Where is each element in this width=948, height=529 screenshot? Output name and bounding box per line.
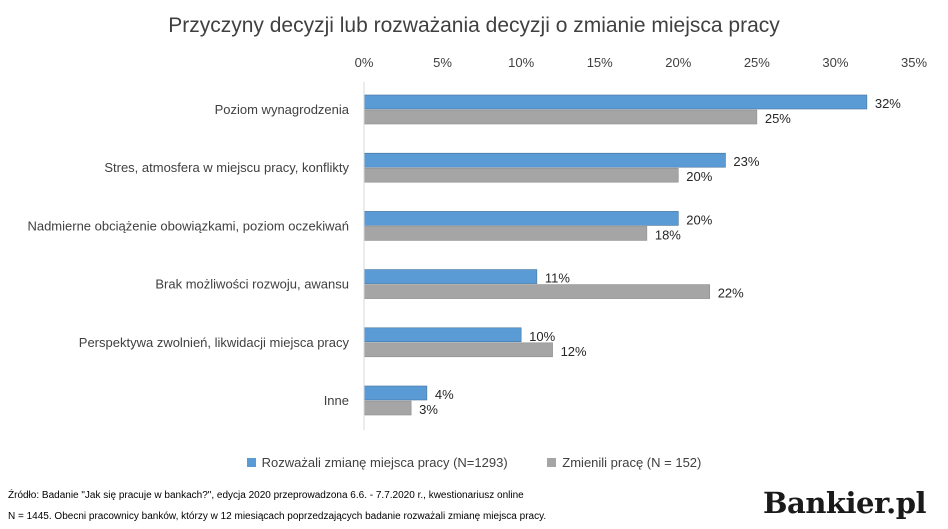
x-tick-label: 10% — [508, 55, 534, 70]
x-tick-label: 30% — [822, 55, 848, 70]
category-labels: Poziom wynagrodzenia Stres, atmosfera w m… — [27, 102, 349, 408]
category-label: Inne — [324, 393, 349, 408]
bar-considered — [363, 94, 868, 110]
data-label-changed: 12% — [561, 344, 587, 359]
bars — [363, 94, 868, 416]
data-label-considered: 32% — [875, 96, 901, 111]
bar-considered — [363, 152, 726, 168]
bar-considered — [363, 385, 428, 401]
source-note: Źródło: Badanie "Jak się pracuje w banka… — [8, 490, 524, 501]
x-tick-label: 0% — [355, 55, 374, 70]
legend-swatch-changed — [547, 458, 557, 467]
data-label-changed: 3% — [419, 402, 438, 417]
x-tick-label: 5% — [433, 55, 452, 70]
data-label-changed: 18% — [655, 227, 681, 242]
bar-changed — [363, 284, 711, 299]
legend-item-changed: Zmienili pracę (N = 152) — [547, 455, 701, 470]
bar-changed — [363, 167, 679, 183]
bar-changed — [363, 342, 553, 358]
category-label: Poziom wynagrodzenia — [215, 102, 350, 117]
data-label-considered: 20% — [686, 212, 712, 227]
category-label: Stres, atmosfera w miejscu pracy, konfli… — [104, 160, 349, 175]
sample-note: N = 1445. Obecni pracownicy banków, któr… — [8, 511, 547, 522]
bar-changed — [363, 400, 412, 416]
legend-item-considered: Rozważali zmianę miejsca pracy (N=1293) — [246, 455, 508, 470]
data-label-considered: 23% — [733, 154, 759, 169]
category-label: Nadmierne obciążenie obowiązkami, poziom… — [27, 218, 349, 233]
legend-label-changed: Zmienili pracę (N = 152) — [562, 455, 702, 470]
data-label-changed: 22% — [718, 286, 744, 301]
x-tick-label: 20% — [665, 55, 691, 70]
x-axis-ticks: 0% 5% 10% 15% 20% 25% 30% 35% — [355, 55, 928, 70]
data-labels: 32% 25% 23% 20% 20% 18% 11% 22% 10% 12% 4%3% — [419, 96, 901, 417]
data-label-considered: 4% — [435, 387, 454, 402]
legend-label-considered: Rozważali zmianę miejsca pracy (N=1293) — [261, 455, 508, 470]
bar-changed — [363, 226, 648, 241]
brand-logo: Bankier.pl — [763, 486, 926, 520]
category-label: Perspektywa zwolnień, likwidacji miejsca… — [79, 335, 350, 350]
data-label-changed: 25% — [765, 111, 791, 126]
x-tick-label: 15% — [587, 55, 613, 70]
bar-considered — [363, 269, 538, 284]
x-tick-label: 25% — [744, 55, 770, 70]
data-label-considered: 10% — [529, 329, 555, 344]
legend: Rozważali zmianę miejsca pracy (N=1293) … — [0, 455, 948, 470]
bar-considered — [363, 211, 679, 226]
x-tick-label: 35% — [901, 55, 927, 70]
bar-changed — [363, 109, 758, 125]
category-label: Brak możliwości rozwoju, awansu — [155, 277, 349, 292]
bar-considered — [363, 327, 522, 343]
chart-title: Przyczyny decyzji lub rozważania decyzji… — [168, 14, 780, 37]
data-label-considered: 11% — [545, 271, 570, 286]
data-label-changed: 20% — [686, 169, 712, 184]
legend-swatch-considered — [246, 458, 256, 467]
